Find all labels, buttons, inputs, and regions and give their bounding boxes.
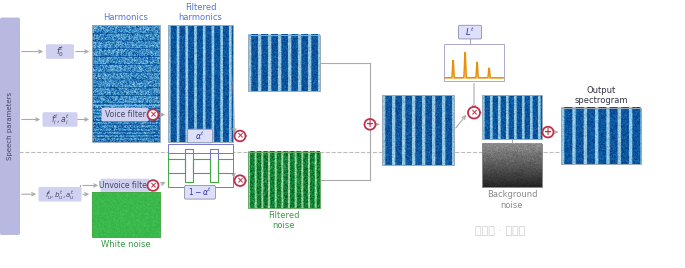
Text: Voice filter: Voice filter <box>105 110 145 119</box>
Text: $f_u^t, b_u^t, a_u^t$: $f_u^t, b_u^t, a_u^t$ <box>45 188 75 201</box>
Text: $\alpha^t$: $\alpha^t$ <box>195 130 205 142</box>
Circle shape <box>543 127 553 137</box>
Text: Unvoice filter: Unvoice filter <box>99 181 151 190</box>
Circle shape <box>147 109 158 120</box>
Text: ×: × <box>149 110 156 119</box>
Circle shape <box>234 131 245 141</box>
FancyBboxPatch shape <box>46 44 74 59</box>
FancyBboxPatch shape <box>38 187 82 202</box>
Text: +: + <box>366 119 374 129</box>
Bar <box>168 25 233 142</box>
Text: Harmonics: Harmonics <box>103 13 149 23</box>
FancyBboxPatch shape <box>42 112 77 127</box>
Text: ×: × <box>149 181 156 190</box>
FancyBboxPatch shape <box>101 108 149 121</box>
Bar <box>382 95 454 165</box>
FancyBboxPatch shape <box>101 179 149 192</box>
Text: ×: × <box>236 132 243 140</box>
Text: ×: × <box>471 108 477 117</box>
FancyBboxPatch shape <box>188 129 212 143</box>
Circle shape <box>364 119 375 130</box>
Circle shape <box>147 180 158 191</box>
Bar <box>92 105 160 142</box>
Text: Output
spectrogram: Output spectrogram <box>574 85 627 105</box>
Bar <box>561 108 641 164</box>
Circle shape <box>468 107 480 118</box>
Circle shape <box>234 175 245 186</box>
Text: 公众号 · 量子位: 公众号 · 量子位 <box>475 226 525 236</box>
Text: Filtered
harmonics: Filtered harmonics <box>179 3 223 23</box>
Bar <box>444 44 504 81</box>
Text: ×: × <box>236 176 243 185</box>
Text: $L^t$: $L^t$ <box>465 26 475 38</box>
FancyBboxPatch shape <box>458 25 482 39</box>
Bar <box>92 192 160 237</box>
Text: $f_i^t, a_i^t$: $f_i^t, a_i^t$ <box>51 112 69 127</box>
Bar <box>168 144 233 178</box>
Text: $1-\alpha^t$: $1-\alpha^t$ <box>188 186 212 199</box>
Bar <box>168 154 233 187</box>
Text: Background
noise: Background noise <box>487 190 537 210</box>
Bar <box>482 144 542 187</box>
Bar <box>92 25 160 105</box>
Text: +: + <box>544 127 552 137</box>
Bar <box>248 151 320 208</box>
FancyBboxPatch shape <box>184 185 216 199</box>
Bar <box>248 35 320 91</box>
Bar <box>482 95 542 139</box>
Text: Filtered
noise: Filtered noise <box>269 211 300 230</box>
Text: Speech parameters: Speech parameters <box>7 92 13 160</box>
Text: White noise: White noise <box>101 240 151 249</box>
FancyBboxPatch shape <box>0 18 20 235</box>
Text: $f_0^t$: $f_0^t$ <box>56 44 64 59</box>
